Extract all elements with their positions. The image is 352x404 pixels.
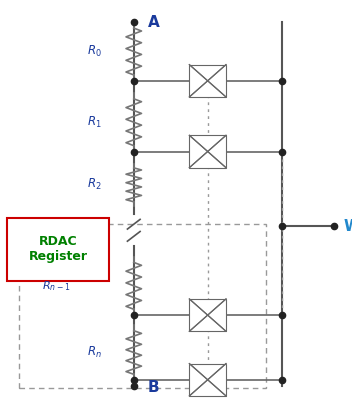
Text: $R_n$: $R_n$ bbox=[87, 345, 102, 360]
Text: $R_{n-1}$: $R_{n-1}$ bbox=[42, 279, 70, 293]
Bar bbox=[189, 135, 226, 168]
Bar bbox=[189, 364, 226, 396]
Text: $R_0$: $R_0$ bbox=[87, 44, 102, 59]
Bar bbox=[189, 299, 226, 331]
Bar bbox=[189, 65, 226, 97]
Bar bbox=[19, 224, 266, 388]
Text: $R_1$: $R_1$ bbox=[87, 115, 102, 130]
Bar bbox=[7, 218, 109, 281]
Text: W: W bbox=[343, 219, 352, 234]
Text: $R_2$: $R_2$ bbox=[88, 177, 102, 192]
Text: B: B bbox=[148, 380, 159, 396]
Text: A: A bbox=[148, 15, 159, 30]
Text: RDAC
Register: RDAC Register bbox=[29, 236, 88, 263]
